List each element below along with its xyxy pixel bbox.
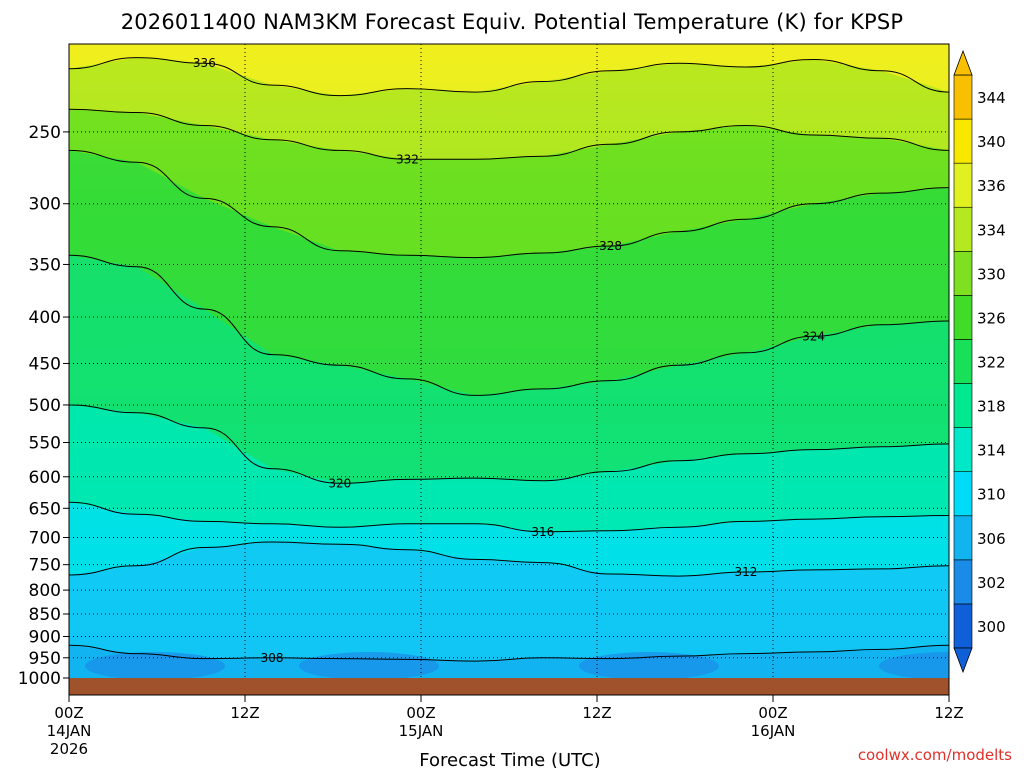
plot-area: 336 332 328 324 320 316 312 308: [68, 43, 950, 696]
colorbar-swatch: [953, 74, 973, 120]
terrain-bar: [69, 678, 949, 695]
cold-pocket: [299, 652, 439, 678]
contour-lines: [69, 57, 949, 662]
y-tick-label: 950: [29, 649, 61, 669]
y-tick-label: 1000: [18, 669, 61, 689]
y-axis: 2503003504004505005506006507007508008509…: [18, 123, 69, 689]
colorbar-swatch: [953, 515, 973, 561]
contour-label: 312: [734, 565, 757, 579]
colorbar-arrow-top: [953, 49, 973, 76]
colorbar-label: 306: [977, 530, 1006, 548]
colorbar: 300 302 306 310 314 318 322 326 330 334 336 340 344: [953, 49, 1006, 674]
colorbar-swatch: [953, 295, 973, 340]
x-axis-label: Forecast Time (UTC): [419, 750, 600, 768]
contour-320: [69, 404, 949, 484]
x-tick-label: 00Z: [54, 704, 83, 722]
shaded-band: [69, 150, 949, 396]
shaded-band: [69, 255, 949, 484]
contour-labels: 336 332 328 324 320 316 312 308: [193, 56, 825, 665]
colorbar-arrow-bottom: [953, 647, 973, 674]
contour-label: 332: [396, 152, 419, 166]
y-tick-label: 450: [29, 354, 61, 374]
colorbar-label: 340: [977, 133, 1006, 151]
y-tick-label: 750: [29, 556, 61, 576]
colorbar-label: 302: [977, 574, 1006, 592]
shaded-band: [69, 57, 949, 160]
x-tick-label: 00Z: [758, 704, 787, 722]
contour-328: [69, 149, 949, 259]
shaded-band: [69, 542, 949, 662]
colorbar-label: 318: [977, 398, 1006, 416]
shaded-band: [69, 502, 949, 577]
y-tick-label: 650: [29, 499, 61, 519]
y-tick-label: 800: [29, 581, 61, 601]
y-tick-label: 900: [29, 627, 61, 647]
contour-332: [69, 108, 949, 160]
y-tick-label: 550: [29, 433, 61, 453]
x-tick-label: 12Z: [934, 704, 963, 722]
colorbar-swatch: [953, 206, 973, 252]
colorbar-swatch: [953, 603, 973, 649]
x-tick-date: 15JAN: [399, 722, 444, 740]
contour-316: [69, 501, 949, 533]
y-tick-label: 400: [29, 308, 61, 328]
contour-label: 324: [802, 329, 825, 343]
colorbar-label: 326: [977, 309, 1006, 327]
colorbar-label: 336: [977, 177, 1006, 195]
contour-336: [69, 57, 949, 97]
colorbar-label: 344: [977, 89, 1006, 107]
x-tick-date: 16JAN: [751, 722, 796, 740]
colorbar-swatch: [953, 471, 973, 517]
shaded-band: [69, 404, 949, 532]
colorbar-swatch: [953, 251, 973, 296]
colorbar-label: 300: [977, 618, 1006, 636]
cold-pocket: [579, 652, 719, 678]
colorbar-swatch: [953, 339, 973, 384]
colorbar-label: 334: [977, 221, 1006, 239]
x-tick-label: 12Z: [230, 704, 259, 722]
x-tick-year: 2026: [50, 740, 88, 758]
contour-label: 328: [599, 239, 622, 253]
contour-label: 336: [193, 56, 216, 70]
y-tick-label: 700: [29, 528, 61, 548]
gridlines: [69, 44, 949, 678]
shaded-band: [69, 645, 949, 678]
y-tick-label: 500: [29, 396, 61, 416]
x-tick-label: 00Z: [406, 704, 435, 722]
y-tick-label: 600: [29, 468, 61, 488]
contour-312: [69, 541, 949, 577]
contour-label: 320: [328, 476, 351, 490]
shaded-band: [69, 44, 949, 96]
colorbar-label: 310: [977, 486, 1006, 504]
chart-title: 2026011400 NAM3KM Forecast Equiv. Potent…: [121, 10, 904, 34]
cold-pocket: [879, 652, 949, 678]
contour-324: [69, 254, 949, 396]
cold-pocket: [85, 652, 225, 678]
colorbar-label: 330: [977, 265, 1006, 283]
colorbar-label: 322: [977, 354, 1006, 372]
colorbar-swatch: [953, 383, 973, 428]
contour-label: 308: [261, 651, 284, 665]
credit-text: coolwx.com/modelts: [858, 746, 1012, 764]
colorbar-swatch: [953, 427, 973, 472]
colorbar-swatch: [953, 559, 973, 605]
x-tick-date: 14JAN: [47, 722, 92, 740]
x-tick-label: 12Z: [582, 704, 611, 722]
colorbar-label: 314: [977, 442, 1006, 460]
y-tick-label: 350: [29, 255, 61, 275]
plot-frame: [68, 43, 950, 696]
y-tick-label: 300: [29, 195, 61, 215]
contour-308: [69, 644, 949, 662]
colorbar-swatch: [953, 118, 973, 164]
contour-label: 316: [531, 525, 554, 539]
shaded-bands: [69, 44, 949, 678]
y-tick-label: 250: [29, 123, 61, 143]
colorbar-swatch: [953, 162, 973, 208]
y-tick-label: 850: [29, 605, 61, 625]
